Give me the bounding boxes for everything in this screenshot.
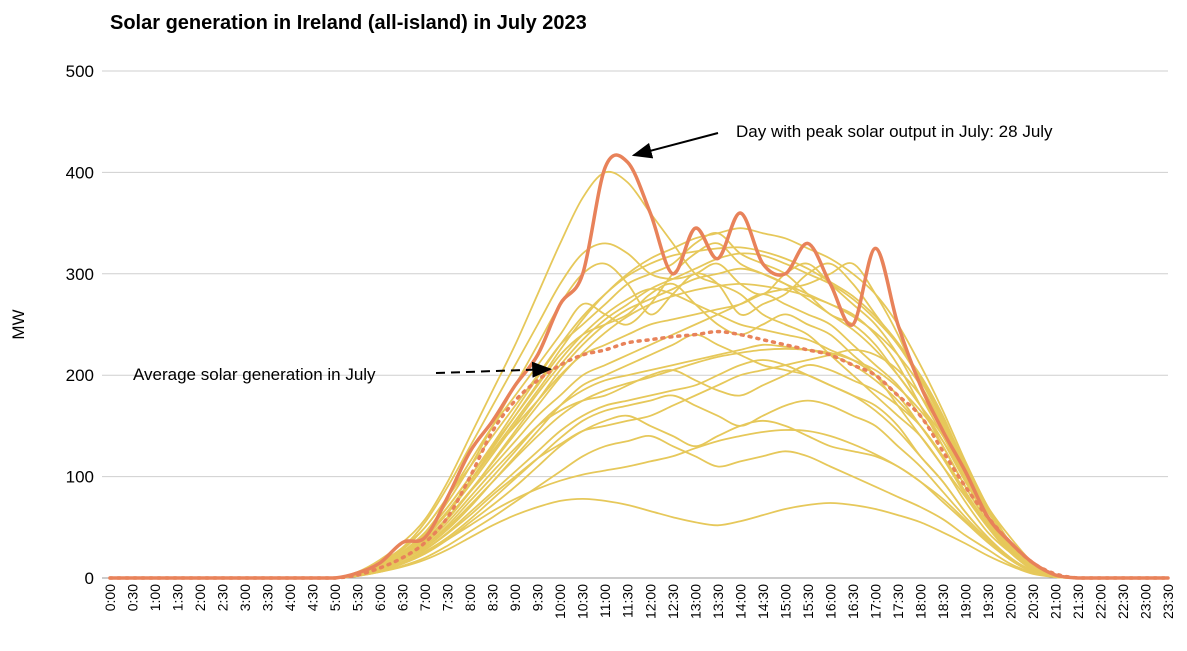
annotation-peak-arrow: [631, 132, 719, 159]
x-tick-label: 4:30: [305, 584, 321, 611]
series-line-daily: [109, 232, 1169, 579]
x-tick-label: 19:30: [980, 584, 996, 619]
x-tick-label: 18:30: [935, 584, 951, 619]
x-tick-label: 11:00: [597, 584, 613, 618]
x-tick-label: 21:00: [1047, 584, 1063, 619]
x-tick-label: 6:30: [395, 584, 411, 611]
x-tick-label: 13:30: [710, 584, 726, 619]
annotation-average-arrow: [435, 361, 553, 378]
series-line-daily: [109, 414, 1169, 579]
x-tick-label: 3:30: [260, 584, 276, 611]
y-tick-label: 200: [66, 366, 94, 385]
gridlines: [102, 70, 1168, 579]
x-tick-label: 18:00: [912, 584, 928, 619]
series-line-daily: [109, 498, 1169, 579]
x-tick-label: 10:30: [575, 584, 591, 619]
x-tick-label: 1:30: [170, 584, 186, 611]
annotation-average: Average solar generation in July: [133, 365, 376, 384]
x-tick-label: 14:00: [732, 584, 748, 619]
x-tick-label: 22:00: [1092, 584, 1108, 619]
x-tick-label: 7:00: [417, 584, 433, 611]
x-tick-label: 23:30: [1160, 584, 1176, 619]
x-tick-label: 20:00: [1002, 584, 1018, 619]
x-tick-label: 4:00: [282, 584, 298, 611]
series-line-daily: [109, 283, 1169, 579]
y-axis-label: MW: [9, 309, 28, 339]
x-tick-label: 5:30: [350, 584, 366, 611]
x-tick-label: 21:30: [1070, 584, 1086, 619]
x-tick-label: 7:30: [440, 584, 456, 611]
annotation-peak-day: Day with peak solar output in July: 28 J…: [736, 122, 1053, 141]
x-tick-label: 23:00: [1137, 584, 1153, 619]
x-tick-label: 10:00: [552, 584, 568, 619]
x-tick-label: 17:30: [890, 584, 906, 619]
x-tick-label: 0:00: [102, 584, 118, 611]
x-tick-label: 16:30: [845, 584, 861, 619]
x-tick-label: 8:30: [485, 584, 501, 611]
x-tick-label: 9:30: [530, 584, 546, 611]
x-tick-label: 12:30: [665, 584, 681, 619]
chart-title: Solar generation in Ireland (all-island)…: [110, 12, 587, 34]
x-tick-label: 0:30: [125, 584, 141, 611]
series-line-daily: [109, 267, 1169, 579]
x-tick-label: 16:00: [822, 584, 838, 619]
x-tick-label: 14:30: [755, 584, 771, 619]
x-tick-label: 11:30: [620, 584, 636, 618]
x-tick-label: 19:00: [957, 584, 973, 619]
y-tick-label: 0: [85, 569, 94, 588]
x-tick-label: 20:30: [1025, 584, 1041, 619]
x-tick-label: 2:30: [215, 584, 231, 611]
series-lines: [108, 153, 1170, 580]
y-axis-ticks: 0 100 200 300 400 500: [66, 62, 94, 588]
series-line-daily: [109, 282, 1169, 579]
x-tick-label: 9:00: [507, 584, 523, 611]
y-tick-label: 100: [66, 468, 94, 487]
y-tick-label: 500: [66, 62, 94, 81]
x-tick-label: 15:30: [800, 584, 816, 619]
series-line-peak-day: [108, 153, 1170, 580]
x-tick-label: 1:00: [147, 584, 163, 611]
annotations: Day with peak solar output in July: 28 J…: [133, 122, 1053, 384]
x-tick-label: 8:00: [462, 584, 478, 611]
x-tick-label: 2:00: [192, 584, 208, 611]
x-tick-label: 17:00: [867, 584, 883, 619]
x-tick-label: 13:00: [687, 584, 703, 619]
y-tick-label: 400: [66, 163, 94, 182]
x-axis-ticks: 0:00 0:30 1:00 1:30 2:00 2:30 3:00 3:30 4:00 4:30…: [102, 584, 1176, 619]
x-tick-label: 12:00: [642, 584, 658, 619]
x-tick-label: 3:00: [237, 584, 253, 611]
x-tick-label: 15:00: [777, 584, 793, 619]
y-tick-label: 300: [66, 265, 94, 284]
x-tick-label: 22:30: [1115, 584, 1131, 619]
x-tick-label: 6:00: [372, 584, 388, 611]
x-tick-label: 5:00: [327, 584, 343, 611]
